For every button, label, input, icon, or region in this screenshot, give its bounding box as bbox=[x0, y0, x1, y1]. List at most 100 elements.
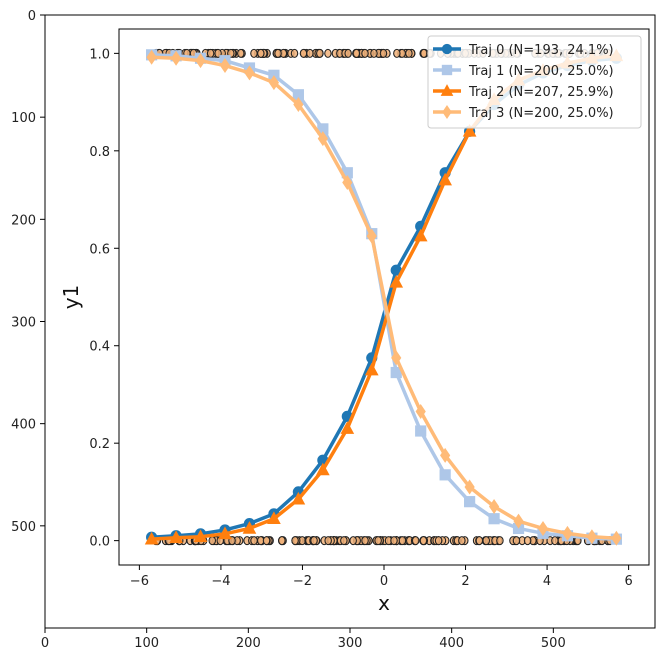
data-point bbox=[324, 48, 332, 58]
data-point bbox=[370, 48, 378, 58]
legend-entry-0: Traj 0 (N=193, 24.1%) bbox=[433, 43, 614, 58]
series-marker bbox=[488, 513, 500, 525]
outer-y-tick-label: 400 bbox=[11, 418, 36, 433]
y-tick-label: 0.8 bbox=[89, 145, 110, 160]
data-point bbox=[361, 48, 369, 58]
data-point bbox=[551, 536, 559, 546]
legend-label: Traj 2 (N=207, 25.9%) bbox=[468, 85, 614, 100]
series-marker bbox=[170, 50, 182, 66]
series-marker bbox=[389, 275, 404, 288]
data-point bbox=[405, 48, 413, 58]
data-point bbox=[206, 48, 215, 58]
series-marker bbox=[440, 447, 451, 463]
legend-box bbox=[427, 35, 642, 129]
data-point bbox=[352, 48, 361, 58]
series-marker bbox=[242, 521, 257, 534]
y-tick-label: 1.0 bbox=[89, 47, 110, 62]
data-point bbox=[379, 48, 388, 58]
legend: Traj 0 (N=193, 24.1%) Traj 1 (N=200, 25.0… bbox=[427, 35, 642, 129]
data-point bbox=[349, 536, 357, 546]
inner-axes: −6 −4 −2 0 2 4 6 0.0 0.2 0.4 0.6 0.8 1.0 x y1 bbox=[59, 28, 650, 615]
series-marker bbox=[438, 172, 452, 186]
data-point bbox=[299, 48, 308, 58]
y-tick-label: 0.0 bbox=[89, 535, 110, 550]
series-marker bbox=[364, 362, 379, 376]
data-point bbox=[340, 536, 348, 546]
outer-y-tick-label: 500 bbox=[11, 520, 36, 535]
data-point bbox=[482, 536, 491, 546]
series-marker bbox=[267, 511, 281, 525]
data-point bbox=[374, 536, 382, 546]
data-point bbox=[274, 48, 282, 58]
legend-marker bbox=[441, 43, 453, 55]
outer-x-tick-label: 200 bbox=[236, 636, 261, 651]
series-marker bbox=[513, 513, 524, 529]
data-point bbox=[257, 48, 265, 58]
x-tick-label: −4 bbox=[211, 574, 230, 589]
x-tick-label: −2 bbox=[293, 574, 312, 589]
x-axis-label: x bbox=[378, 591, 390, 615]
legend-entry-3: Traj 3 (N=200, 25.0%) bbox=[433, 105, 614, 121]
data-point bbox=[306, 48, 314, 58]
series-marker bbox=[316, 462, 330, 476]
data-point bbox=[290, 48, 299, 58]
series-marker bbox=[366, 228, 377, 244]
data-point bbox=[398, 536, 407, 546]
y-tick-label: 0.6 bbox=[89, 242, 110, 257]
legend-label: Traj 0 (N=193, 24.1%) bbox=[468, 43, 614, 58]
data-point bbox=[250, 48, 258, 58]
series-marker bbox=[146, 49, 157, 65]
series-marker bbox=[415, 404, 426, 419]
legend-marker bbox=[441, 64, 453, 76]
series-marker bbox=[218, 526, 232, 540]
series-marker bbox=[317, 131, 328, 147]
outer-y-tick-label: 100 bbox=[11, 111, 36, 126]
data-point bbox=[411, 536, 420, 546]
series-marker bbox=[464, 479, 475, 495]
y-tick-label: 0.2 bbox=[89, 437, 110, 452]
data-point bbox=[291, 536, 299, 546]
series-marker bbox=[439, 469, 451, 481]
legend-marker bbox=[440, 84, 454, 96]
outer-y-tick-label: 200 bbox=[11, 213, 36, 228]
data-point bbox=[393, 48, 401, 58]
legend-entry-1: Traj 1 (N=200, 25.0%) bbox=[433, 64, 614, 79]
data-point bbox=[361, 536, 369, 546]
series-marker bbox=[342, 175, 353, 190]
x-tick-label: 4 bbox=[543, 574, 551, 589]
series-marker bbox=[268, 75, 280, 91]
outer-x-tick-label: 100 bbox=[134, 636, 159, 651]
x-tick-label: 6 bbox=[624, 574, 632, 589]
outer-x-tick-label: 400 bbox=[439, 636, 464, 651]
legend-entry-2: Traj 2 (N=207, 25.9%) bbox=[433, 84, 614, 100]
series-marker bbox=[291, 491, 306, 505]
series-marker bbox=[144, 531, 159, 545]
series-marker bbox=[293, 97, 304, 113]
data-point bbox=[262, 536, 271, 546]
series-marker bbox=[219, 58, 231, 74]
legend-marker bbox=[442, 105, 452, 119]
series-marker bbox=[488, 499, 500, 515]
series-3 bbox=[146, 49, 622, 546]
data-point bbox=[344, 48, 352, 58]
series-marker bbox=[611, 530, 622, 546]
data-point bbox=[496, 536, 504, 546]
outer-y-tick-label: 0 bbox=[28, 9, 36, 24]
data-point bbox=[237, 48, 245, 58]
series-marker bbox=[586, 529, 598, 545]
x-tick-label: −6 bbox=[130, 574, 149, 589]
data-point bbox=[310, 536, 318, 546]
outer-y-tick-label: 300 bbox=[11, 316, 36, 331]
outer-x-tick-label: 500 bbox=[541, 636, 566, 651]
data-point bbox=[434, 536, 443, 546]
y-tick-label: 0.4 bbox=[89, 340, 110, 355]
series-marker bbox=[193, 529, 208, 543]
x-tick-label: 2 bbox=[461, 574, 469, 589]
series-marker bbox=[415, 425, 427, 437]
series-marker bbox=[195, 53, 206, 69]
series-marker bbox=[391, 350, 402, 366]
legend-label: Traj 3 (N=200, 25.0%) bbox=[468, 106, 614, 121]
series-marker bbox=[537, 520, 549, 536]
